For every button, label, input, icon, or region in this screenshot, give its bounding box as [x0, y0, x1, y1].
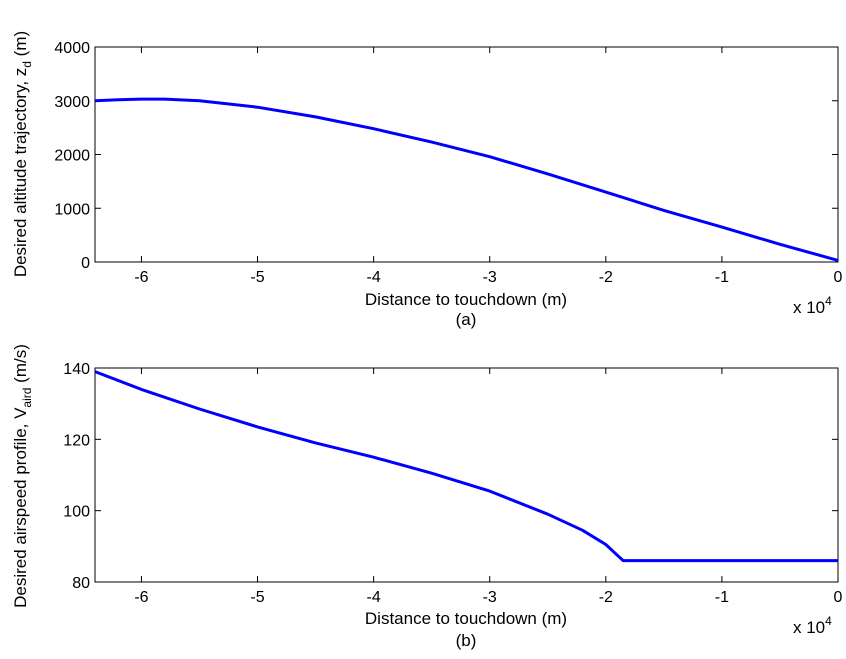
- x-tick-label: -2: [599, 589, 613, 606]
- y-tick-label: 2000: [54, 148, 90, 165]
- x-multiplier-a: x 104: [793, 294, 832, 317]
- panel-label-a: (a): [456, 310, 477, 329]
- x-tick-label: -3: [483, 269, 497, 286]
- series-line-b: [94, 370, 838, 563]
- x-tick-label: -6: [134, 589, 148, 606]
- series-line-a: [94, 97, 839, 262]
- x-tick-label: -1: [715, 269, 729, 286]
- y-tick-label: 80: [72, 575, 90, 592]
- y-tick-label: 4000: [54, 40, 90, 57]
- x-axis-label-b: Distance to touchdown (m): [365, 609, 567, 628]
- y-tick-label: 100: [63, 504, 90, 521]
- y-axis-label-b: Desired airspeed profile, Vaird (m/s): [11, 344, 34, 608]
- axes-box-b: [94, 367, 839, 583]
- x-tick-label: -4: [367, 589, 381, 606]
- x-tick-label: 0: [834, 589, 843, 606]
- y-tick-label: 140: [63, 361, 90, 378]
- x-tick-label: -1: [715, 589, 729, 606]
- y-tick-label: 0: [81, 255, 90, 272]
- ticks-a: -6 -5 -4 -3 -2 -1 0 0 1000 2000 3000 4000: [54, 40, 842, 286]
- x-tick-label: 0: [834, 269, 843, 286]
- x-tick-label: -3: [483, 589, 497, 606]
- plot-a: -6 -5 -4 -3 -2 -1 0 0 1000 2000 3000 4000 Distance …: [11, 31, 843, 329]
- ticks-b: -6 -5 -4 -3 -2 -1 0 80 100 120 140: [63, 361, 842, 606]
- y-tick-label: 120: [63, 432, 90, 449]
- plot-b: -6 -5 -4 -3 -2 -1 0 80 100 120 140 Distance to tou…: [11, 344, 843, 650]
- x-tick-label: -2: [599, 269, 613, 286]
- x-multiplier-b: x 104: [793, 614, 832, 637]
- y-tick-label: 3000: [54, 94, 90, 111]
- x-tick-label: -6: [134, 269, 148, 286]
- panel-label-b: (b): [456, 631, 477, 650]
- x-axis-label-a: Distance to touchdown (m): [365, 290, 567, 309]
- x-tick-label: -5: [250, 269, 264, 286]
- x-tick-label: -4: [367, 269, 381, 286]
- x-tick-label: -5: [250, 589, 264, 606]
- y-axis-label-a: Desired altitude trajectory, zd (m): [11, 31, 34, 277]
- y-tick-label: 1000: [54, 201, 90, 218]
